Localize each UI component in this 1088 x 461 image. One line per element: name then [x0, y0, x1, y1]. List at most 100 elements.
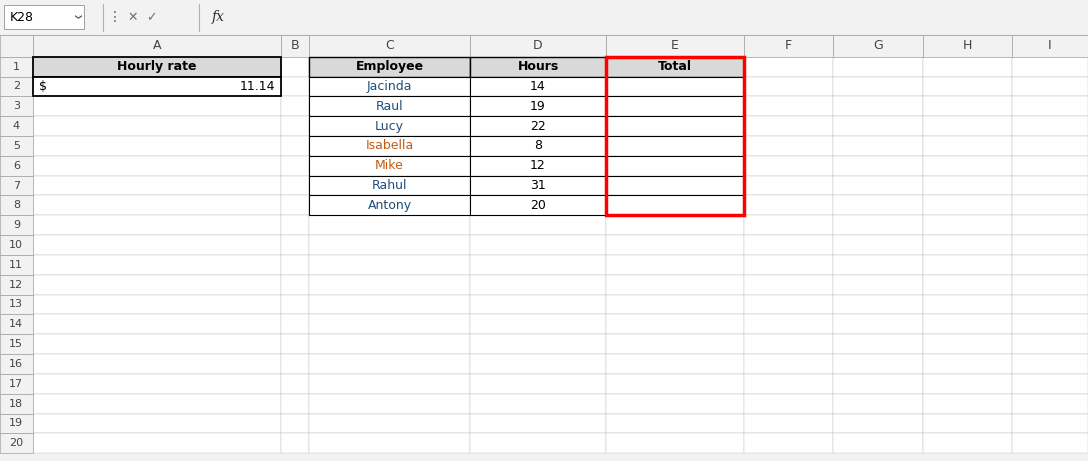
Bar	[606, 235, 744, 255]
Bar	[470, 275, 606, 295]
Bar	[923, 116, 1012, 136]
Bar	[923, 295, 1012, 314]
Bar	[0, 414, 33, 433]
Text: 1: 1	[13, 62, 20, 71]
Bar	[470, 156, 606, 176]
Bar	[744, 215, 833, 235]
Bar	[33, 116, 281, 136]
Bar	[606, 195, 744, 215]
Bar	[470, 176, 606, 195]
Bar	[606, 136, 744, 156]
Text: Mike: Mike	[375, 159, 404, 172]
Bar	[606, 394, 744, 414]
Bar	[606, 314, 744, 334]
Bar	[309, 116, 470, 136]
Bar	[0, 334, 33, 354]
Bar	[833, 354, 923, 374]
Bar	[923, 235, 1012, 255]
Bar	[0, 35, 33, 57]
Text: 14: 14	[10, 319, 23, 329]
Bar	[470, 334, 606, 354]
Text: Antony: Antony	[368, 199, 411, 212]
Bar	[606, 433, 744, 453]
Bar	[281, 96, 309, 116]
Text: fx: fx	[212, 10, 225, 24]
Bar	[0, 0, 1088, 35]
Bar	[923, 77, 1012, 96]
Bar	[309, 35, 470, 57]
Text: 8: 8	[534, 139, 542, 153]
Bar	[744, 96, 833, 116]
Bar	[470, 156, 606, 176]
Bar	[281, 235, 309, 255]
Bar	[33, 314, 281, 334]
Bar	[309, 176, 470, 195]
Text: 18: 18	[10, 399, 23, 408]
Bar	[309, 156, 470, 176]
Bar	[0, 136, 33, 156]
Bar	[833, 176, 923, 195]
Bar	[281, 255, 309, 275]
Bar	[606, 57, 744, 77]
Bar	[606, 334, 744, 354]
Bar	[281, 195, 309, 215]
Text: 3: 3	[13, 101, 20, 111]
Bar	[606, 77, 744, 96]
Bar	[309, 136, 470, 156]
Text: $: $	[39, 80, 47, 93]
Bar	[923, 136, 1012, 156]
Bar	[744, 354, 833, 374]
Bar	[923, 156, 1012, 176]
Bar	[33, 374, 281, 394]
Bar	[1012, 96, 1088, 116]
Bar	[309, 354, 470, 374]
Text: ⋮: ⋮	[108, 10, 121, 24]
Text: 17: 17	[10, 379, 23, 389]
Text: ❯: ❯	[73, 14, 79, 20]
Bar	[309, 77, 470, 96]
Bar	[33, 255, 281, 275]
Text: 4: 4	[13, 121, 20, 131]
Bar	[923, 314, 1012, 334]
Text: 31: 31	[530, 179, 546, 192]
Bar	[33, 394, 281, 414]
Bar	[744, 433, 833, 453]
Bar	[470, 77, 606, 96]
Bar	[281, 394, 309, 414]
Bar	[33, 414, 281, 433]
Text: Rahul: Rahul	[372, 179, 407, 192]
Text: 9: 9	[13, 220, 20, 230]
Bar	[0, 195, 33, 215]
Bar	[4, 5, 84, 30]
Bar	[470, 295, 606, 314]
Bar	[923, 35, 1012, 57]
Text: Employee: Employee	[356, 60, 423, 73]
Text: 12: 12	[530, 159, 546, 172]
Bar	[33, 215, 281, 235]
Bar	[833, 116, 923, 136]
Bar	[1012, 334, 1088, 354]
Bar	[1012, 156, 1088, 176]
Bar	[33, 433, 281, 453]
Bar	[309, 394, 470, 414]
Bar	[470, 195, 606, 215]
Bar	[744, 394, 833, 414]
Bar	[923, 394, 1012, 414]
Bar	[470, 433, 606, 453]
Bar	[281, 314, 309, 334]
Bar	[1012, 176, 1088, 195]
Bar	[833, 433, 923, 453]
Bar	[606, 57, 744, 77]
Bar	[309, 156, 470, 176]
Bar	[744, 334, 833, 354]
Bar	[309, 136, 470, 156]
Bar	[833, 96, 923, 116]
Text: Lucy: Lucy	[375, 119, 404, 133]
Bar	[1012, 35, 1088, 57]
Bar	[309, 57, 470, 77]
Bar	[923, 176, 1012, 195]
Bar	[309, 314, 470, 334]
Text: 11.14: 11.14	[239, 80, 275, 93]
Bar	[923, 275, 1012, 295]
Bar	[1012, 195, 1088, 215]
